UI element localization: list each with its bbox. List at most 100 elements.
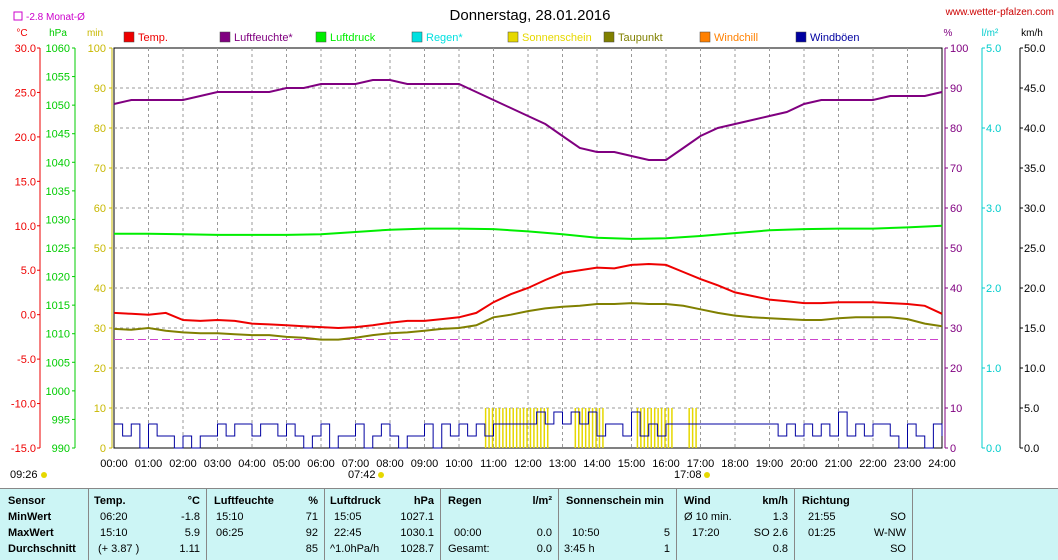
y-tick-label-humidity_pct: 80 xyxy=(950,123,962,135)
y-tick-label-pressure_hpa: 1020 xyxy=(46,272,70,284)
header-sunshine: Sonnenschein min xyxy=(566,495,664,507)
legend-swatch xyxy=(603,31,615,43)
wind-min-value: 1.3 xyxy=(772,511,788,523)
sunshine-bar xyxy=(660,408,663,448)
row-label: MaxWert xyxy=(8,527,54,539)
y-tick-label-sun_min: 30 xyxy=(94,323,106,335)
header-pressure-unit: hPa xyxy=(413,495,434,507)
x-tick-label: 22:00 xyxy=(859,458,887,470)
sunshine-bar xyxy=(512,408,514,448)
y-tick-label-temp_c: 5.0 xyxy=(21,265,36,277)
legend-label: Luftdruck xyxy=(330,32,376,44)
y-tick-label-humidity_pct: 30 xyxy=(950,323,962,335)
stats-table: Sensor MinWert MaxWert Durchschnitt Temp… xyxy=(0,488,1058,560)
sunshine-bar xyxy=(695,408,697,448)
y-tick-label-sun_min: 10 xyxy=(94,403,106,415)
y-tick-label-wind_kmh: 40.0 xyxy=(1024,123,1045,135)
legend-swatch xyxy=(219,31,231,43)
y-tick-label-wind_kmh: 35.0 xyxy=(1024,163,1045,175)
dir-max-time: 01:25 xyxy=(808,527,836,539)
chart-title: Donnerstag, 28.01.2016 xyxy=(450,7,611,24)
wind-max-time: 17:20 xyxy=(692,527,720,539)
legend-swatch xyxy=(795,31,807,43)
table-col-sensor: Sensor MinWert MaxWert Durchschnitt xyxy=(0,489,89,560)
sunshine-bar xyxy=(602,408,604,448)
x-tick-label: 01:00 xyxy=(135,458,163,470)
y-tick-label-sun_min: 100 xyxy=(88,43,106,55)
sun-avg-value: 1 xyxy=(663,543,670,555)
x-tick-label: 00:00 xyxy=(100,458,128,470)
y-tick-label-sun_min: 50 xyxy=(94,243,106,255)
sunshine-bar xyxy=(688,408,690,448)
sunshine-bar xyxy=(657,408,659,448)
weather-chart: Donnerstag, 28.01.2016 www.wetter-pfalzen… xyxy=(10,7,1054,481)
x-tick-label: 02:00 xyxy=(169,458,197,470)
y-tick-label-pressure_hpa: 1035 xyxy=(46,186,70,198)
legend-swatch xyxy=(123,31,135,43)
sunshine-bar xyxy=(509,408,511,448)
x-tick-label: 16:00 xyxy=(652,458,680,470)
x-tick-label: 23:00 xyxy=(894,458,922,470)
y-tick-label-pressure_hpa: 1045 xyxy=(46,129,70,141)
sunset-icon xyxy=(704,472,710,478)
y-tick-label-wind_kmh: 50.0 xyxy=(1024,43,1045,55)
sunshine-bar xyxy=(691,408,694,448)
y-tick-label-temp_c: 0.0 xyxy=(21,310,36,322)
sunshine-bar xyxy=(491,408,494,448)
x-tick-label: 24:00 xyxy=(928,458,956,470)
y-tick-label-humidity_pct: 100 xyxy=(950,43,968,55)
website-label: www.wetter-pfalzen.com xyxy=(945,7,1054,18)
legend-label: Temp. xyxy=(138,32,168,44)
sunshine-bar xyxy=(643,408,646,448)
sunshine-bar xyxy=(498,408,501,448)
y-tick-label-wind_kmh: 5.0 xyxy=(1024,403,1039,415)
row-label: MinWert xyxy=(8,511,52,523)
legend-swatch xyxy=(699,31,711,43)
y-tick-label-wind_kmh: 10.0 xyxy=(1024,363,1045,375)
sunshine-bar xyxy=(650,408,652,448)
x-tick-label: 07:00 xyxy=(342,458,370,470)
x-tick-label: 11:00 xyxy=(480,458,507,470)
table-col-direction: Richtung 21:55 SO 01:25 W-NW SO xyxy=(794,489,913,560)
sunshine-bar xyxy=(653,408,656,448)
press-max-time: 22:45 xyxy=(334,527,362,539)
sunshine-bar xyxy=(495,408,497,448)
legend-label: Sonnenschein xyxy=(522,32,592,44)
temp-avg-value: 1.11 xyxy=(179,543,200,555)
series-line-taupunkt xyxy=(113,302,943,341)
press-avg-value: 1028.7 xyxy=(400,543,434,555)
legend-label: Windböen xyxy=(810,32,860,44)
temp-min-time: 06:20 xyxy=(100,511,128,523)
x-tick-label: 14:00 xyxy=(583,458,611,470)
y-tick-label-sun_min: 80 xyxy=(94,123,106,135)
sunshine-bar xyxy=(488,408,490,448)
x-tick-label: 21:00 xyxy=(825,458,853,470)
sunshine-bar xyxy=(584,408,587,448)
row-label: Durchschnitt xyxy=(8,543,76,555)
x-tick-label: 08:00 xyxy=(376,458,404,470)
y-tick-label-humidity_pct: 0 xyxy=(950,443,956,455)
legend-swatch xyxy=(411,31,423,43)
start-time: 09:26 xyxy=(10,469,38,481)
legend-label: Regen* xyxy=(426,32,463,44)
y-tick-label-humidity_pct: 70 xyxy=(950,163,962,175)
header-rain-unit: l/m² xyxy=(532,495,552,507)
table-col-pressure: Luftdruck hPa 15:05 1027.1 22:45 1030.1 … xyxy=(324,489,441,560)
y-tick-label-sun_min: 20 xyxy=(94,363,106,375)
unit-label-left: °C xyxy=(16,28,27,39)
temp-avg-note: (+ 3.87 ) xyxy=(98,543,140,555)
sunshine-bar xyxy=(484,408,487,448)
press-trend: ^1.0hPa/h xyxy=(330,543,380,555)
header-temp-unit: °C xyxy=(187,495,200,507)
x-tick-label: 12:00 xyxy=(514,458,542,470)
rain-max-time: 00:00 xyxy=(454,527,482,539)
y-tick-label-humidity_pct: 10 xyxy=(950,403,962,415)
sunshine-bar xyxy=(536,408,539,448)
sunshine-bar xyxy=(526,408,528,448)
header-sensor: Sensor xyxy=(8,495,46,507)
y-tick-label-pressure_hpa: 1030 xyxy=(46,214,70,226)
x-tick-label: 13:00 xyxy=(549,458,577,470)
sun-icon xyxy=(41,472,47,478)
series-line-luftdruck xyxy=(114,224,943,240)
dir-min-time: 21:55 xyxy=(808,511,836,523)
